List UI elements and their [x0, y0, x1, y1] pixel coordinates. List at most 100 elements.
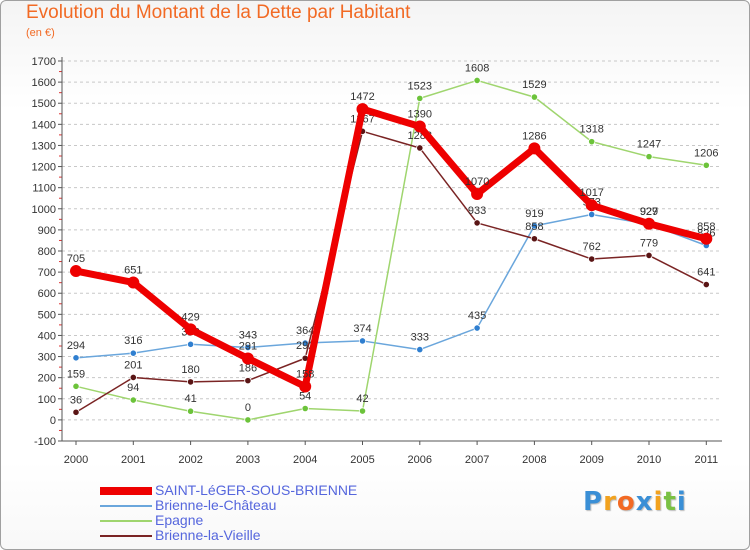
- series-line: [75, 79, 708, 421]
- y-tick-label: 1400: [32, 119, 56, 131]
- data-label: 333: [411, 332, 429, 344]
- data-label: 42: [356, 393, 368, 405]
- data-point: [530, 93, 539, 101]
- legend-swatch-saint-leger: [100, 487, 152, 495]
- data-label: 94: [127, 382, 139, 394]
- data-point: [356, 103, 369, 116]
- data-label: 429: [181, 311, 199, 323]
- y-tick-label: -100: [34, 436, 56, 448]
- data-point: [416, 144, 424, 152]
- logo-letter: i: [653, 487, 664, 517]
- data-point: [72, 382, 80, 390]
- data-point: [129, 373, 137, 382]
- series-line: [75, 213, 708, 359]
- data-point: [588, 255, 596, 263]
- data-point: [358, 407, 367, 415]
- y-tick-label: 600: [38, 288, 56, 300]
- y-tick-label: 0: [50, 415, 56, 427]
- data-point: [244, 343, 252, 352]
- y-tick-label: 200: [38, 373, 56, 385]
- data-point: [416, 94, 424, 102]
- x-tick-labels: 2000 2001 2002 2003 2004 2005 2006 2007 2008 2009…: [64, 441, 718, 466]
- y-tick-label: 400: [38, 330, 56, 342]
- data-point: [585, 199, 598, 212]
- data-point: [129, 396, 137, 404]
- data-label: 1608: [465, 62, 489, 74]
- data-label: 343: [239, 329, 257, 341]
- data-label: 41: [184, 393, 196, 405]
- legend-item-brienne-le-chateau: Brienne-le-Château: [100, 497, 430, 514]
- data-label: 929: [640, 206, 658, 218]
- x-tick-label: 2000: [64, 454, 88, 466]
- logo-letter: x: [635, 487, 654, 517]
- y-tick-label: 500: [38, 309, 56, 321]
- data-label: 1390: [408, 108, 432, 120]
- data-label: 933: [468, 205, 486, 217]
- data-label: 1523: [408, 80, 432, 92]
- data-point: [129, 349, 137, 357]
- data-point: [184, 323, 197, 336]
- data-point: [187, 340, 195, 348]
- data-point: [70, 265, 82, 278]
- legend-item-brienne-la-vieille: Brienne-la-Vieille: [100, 527, 430, 544]
- data-label: 1247: [637, 139, 661, 151]
- data-point: [645, 153, 653, 161]
- data-label: 1070: [465, 176, 489, 188]
- data-label: 1472: [350, 91, 374, 103]
- logo-letter: P: [583, 487, 604, 517]
- y-tick-labels: -100 0 100 200 300 400 500 600 700 800 900 1000 1100…: [32, 56, 56, 448]
- logo-letter: o: [616, 487, 636, 517]
- data-point: [588, 138, 596, 146]
- data-point: [473, 219, 481, 227]
- data-point: [645, 251, 653, 260]
- data-label: 291: [239, 340, 257, 352]
- data-label: 705: [67, 253, 85, 265]
- data-point: [588, 210, 596, 219]
- data-point: [700, 232, 713, 245]
- data-point: [643, 217, 655, 230]
- data-label: 1206: [694, 147, 718, 159]
- y-tick-label: 800: [38, 246, 56, 258]
- data-point: [702, 280, 710, 289]
- data-point: [528, 142, 541, 155]
- data-label: 1017: [579, 187, 603, 199]
- x-tick-label: 2010: [637, 454, 661, 466]
- data-label: 201: [124, 359, 142, 371]
- data-label: 1529: [522, 79, 546, 91]
- x-tick-label: 2005: [350, 454, 374, 466]
- y-tick-label: 1000: [32, 204, 56, 216]
- data-label: 435: [468, 310, 486, 322]
- y-tick-label: 1500: [32, 98, 56, 110]
- data-label: 919: [525, 208, 543, 220]
- data-label: 779: [640, 237, 658, 249]
- x-tick-label: 2002: [178, 454, 202, 466]
- legend-item-saint-leger: SAINT-LéGER-SOUS-BRIENNE: [100, 482, 430, 499]
- series-line: [75, 130, 708, 414]
- series-line: [72, 105, 710, 391]
- chart-legend: SAINT-LéGER-SOUS-BRIENNE Brienne-le-Chât…: [100, 482, 430, 546]
- y-tick-label: 1300: [32, 140, 56, 152]
- data-label: 374: [353, 323, 371, 335]
- series-brienne-le-ch-teau: 294316358343364374333435919973927826: [67, 196, 715, 362]
- data-label: 651: [124, 264, 142, 276]
- y-tick-label: 700: [38, 267, 56, 279]
- data-label: 927: [640, 206, 658, 218]
- data-label: 858: [525, 221, 543, 233]
- data-point: [358, 337, 367, 345]
- data-point: [416, 345, 424, 354]
- x-tick-label: 2006: [408, 454, 432, 466]
- data-point: [702, 161, 710, 169]
- legend-label-brienne-le-chateau: Brienne-le-Château: [155, 497, 277, 513]
- data-label: 180: [181, 364, 199, 376]
- y-tick-label: 900: [38, 225, 56, 237]
- data-point: [244, 377, 252, 385]
- data-point: [471, 188, 484, 200]
- y-tick-label: 1600: [32, 77, 56, 89]
- data-label: 159: [67, 368, 85, 380]
- legend-swatch-brienne-la-vieille: [100, 535, 152, 537]
- data-label: 641: [697, 267, 715, 279]
- data-point: [299, 380, 312, 393]
- data-label: 186: [239, 363, 257, 375]
- data-label: 1286: [522, 130, 546, 142]
